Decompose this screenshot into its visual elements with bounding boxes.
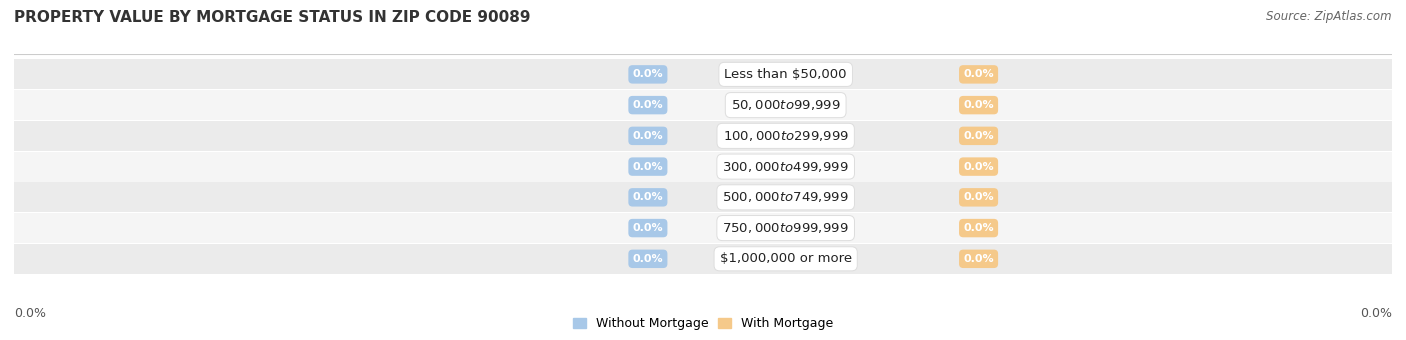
Bar: [14, 59, 1392, 89]
Text: 0.0%: 0.0%: [633, 131, 664, 141]
Text: 0.0%: 0.0%: [633, 162, 664, 172]
Text: 0.0%: 0.0%: [633, 69, 664, 79]
Bar: [14, 152, 1392, 182]
Text: 0.0%: 0.0%: [633, 100, 664, 110]
Text: $500,000 to $749,999: $500,000 to $749,999: [723, 190, 849, 204]
Text: $300,000 to $499,999: $300,000 to $499,999: [723, 159, 849, 174]
Text: 0.0%: 0.0%: [963, 223, 994, 233]
Text: 0.0%: 0.0%: [963, 192, 994, 202]
Text: PROPERTY VALUE BY MORTGAGE STATUS IN ZIP CODE 90089: PROPERTY VALUE BY MORTGAGE STATUS IN ZIP…: [14, 10, 530, 25]
Text: 0.0%: 0.0%: [1360, 307, 1392, 320]
Text: Less than $50,000: Less than $50,000: [724, 68, 846, 81]
Text: 0.0%: 0.0%: [14, 307, 46, 320]
Bar: [14, 182, 1392, 212]
Bar: [14, 213, 1392, 243]
Text: $750,000 to $999,999: $750,000 to $999,999: [723, 221, 849, 235]
Text: 0.0%: 0.0%: [633, 254, 664, 264]
Text: 0.0%: 0.0%: [963, 131, 994, 141]
Text: 0.0%: 0.0%: [633, 192, 664, 202]
Text: $100,000 to $299,999: $100,000 to $299,999: [723, 129, 849, 143]
Text: 0.0%: 0.0%: [963, 100, 994, 110]
Text: $1,000,000 or more: $1,000,000 or more: [720, 252, 852, 265]
Text: Source: ZipAtlas.com: Source: ZipAtlas.com: [1267, 10, 1392, 23]
Text: 0.0%: 0.0%: [963, 69, 994, 79]
Text: 0.0%: 0.0%: [963, 162, 994, 172]
Bar: [14, 90, 1392, 120]
Bar: [14, 244, 1392, 274]
Text: 0.0%: 0.0%: [963, 254, 994, 264]
Bar: [14, 121, 1392, 151]
Text: $50,000 to $99,999: $50,000 to $99,999: [731, 98, 841, 112]
Text: 0.0%: 0.0%: [633, 223, 664, 233]
Legend: Without Mortgage, With Mortgage: Without Mortgage, With Mortgage: [568, 312, 838, 335]
